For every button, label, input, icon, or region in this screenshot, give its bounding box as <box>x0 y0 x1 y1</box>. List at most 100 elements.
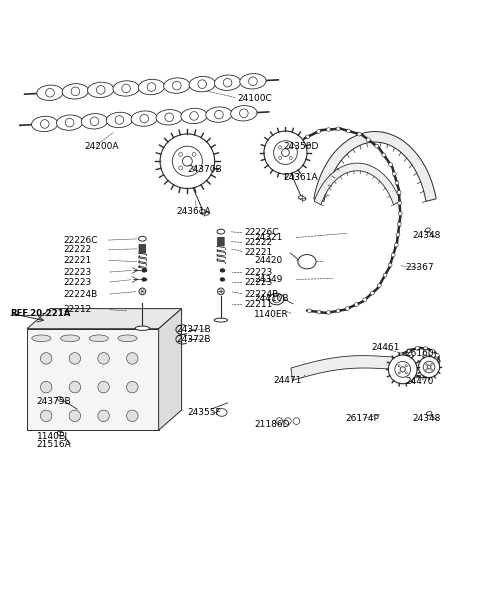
Circle shape <box>143 278 145 281</box>
Ellipse shape <box>115 116 124 124</box>
Ellipse shape <box>40 119 49 128</box>
Circle shape <box>394 243 398 247</box>
Ellipse shape <box>200 209 209 215</box>
Text: 24200A: 24200A <box>84 142 119 151</box>
Circle shape <box>375 144 379 148</box>
Ellipse shape <box>131 111 157 126</box>
Ellipse shape <box>214 318 228 322</box>
Circle shape <box>398 365 400 367</box>
Ellipse shape <box>81 113 108 129</box>
Circle shape <box>192 166 196 170</box>
Circle shape <box>435 353 439 357</box>
Circle shape <box>399 353 403 357</box>
Text: 26160: 26160 <box>405 349 434 358</box>
Circle shape <box>326 311 330 314</box>
Text: 22222: 22222 <box>245 238 273 247</box>
Circle shape <box>383 273 387 277</box>
Circle shape <box>276 418 283 424</box>
Ellipse shape <box>172 81 181 90</box>
Circle shape <box>416 346 420 350</box>
Circle shape <box>346 307 349 310</box>
Text: 22224B: 22224B <box>245 290 279 299</box>
Circle shape <box>278 157 282 160</box>
Circle shape <box>393 358 396 362</box>
Ellipse shape <box>215 110 223 119</box>
Text: 24371B: 24371B <box>177 325 212 334</box>
Circle shape <box>69 410 81 422</box>
Circle shape <box>179 166 182 170</box>
Circle shape <box>395 181 399 185</box>
Circle shape <box>397 222 401 226</box>
Circle shape <box>358 132 361 136</box>
Text: 24355F: 24355F <box>187 408 221 417</box>
Ellipse shape <box>139 236 146 241</box>
Text: 23367: 23367 <box>405 263 434 272</box>
Circle shape <box>98 382 109 393</box>
Text: 24461: 24461 <box>372 343 400 352</box>
Circle shape <box>405 365 408 367</box>
Text: 1140EJ: 1140EJ <box>36 432 68 441</box>
Ellipse shape <box>249 77 257 86</box>
Ellipse shape <box>190 112 198 120</box>
Circle shape <box>317 130 321 133</box>
Circle shape <box>347 129 350 133</box>
Text: 24348: 24348 <box>412 231 441 240</box>
Text: 24100C: 24100C <box>238 94 272 103</box>
Ellipse shape <box>113 81 139 96</box>
Circle shape <box>431 369 432 370</box>
Circle shape <box>363 298 367 302</box>
Ellipse shape <box>139 288 146 295</box>
Circle shape <box>305 135 309 139</box>
Ellipse shape <box>217 229 225 234</box>
Circle shape <box>160 134 215 188</box>
Circle shape <box>431 364 432 365</box>
Circle shape <box>98 410 109 422</box>
Circle shape <box>389 163 393 166</box>
Ellipse shape <box>32 335 51 341</box>
Polygon shape <box>158 308 181 430</box>
Text: 24420: 24420 <box>254 256 283 265</box>
Circle shape <box>282 149 289 157</box>
Text: 24361A: 24361A <box>283 173 318 182</box>
Circle shape <box>392 362 396 366</box>
Ellipse shape <box>135 326 150 331</box>
Circle shape <box>285 418 291 424</box>
Ellipse shape <box>37 85 63 100</box>
Text: 22226C: 22226C <box>245 229 279 238</box>
Circle shape <box>424 347 428 350</box>
Ellipse shape <box>156 110 182 125</box>
Circle shape <box>40 382 52 393</box>
Circle shape <box>382 153 386 157</box>
Circle shape <box>391 253 395 257</box>
Circle shape <box>366 138 370 142</box>
Polygon shape <box>27 308 181 329</box>
Circle shape <box>336 127 340 131</box>
Text: 22212: 22212 <box>63 305 91 314</box>
Text: 24361A: 24361A <box>177 207 212 216</box>
Circle shape <box>419 356 440 377</box>
Text: 24375B: 24375B <box>36 397 71 406</box>
Ellipse shape <box>198 80 206 88</box>
Ellipse shape <box>96 86 105 94</box>
Ellipse shape <box>189 76 216 92</box>
Ellipse shape <box>181 108 207 124</box>
Circle shape <box>317 310 321 314</box>
Text: 24410B: 24410B <box>254 293 289 302</box>
Polygon shape <box>291 356 394 380</box>
Circle shape <box>395 362 410 377</box>
Ellipse shape <box>118 335 137 341</box>
Ellipse shape <box>138 79 165 95</box>
Text: 22211: 22211 <box>245 300 273 309</box>
Polygon shape <box>27 329 158 430</box>
Ellipse shape <box>206 107 232 122</box>
Circle shape <box>172 146 203 176</box>
Ellipse shape <box>425 228 430 232</box>
Circle shape <box>427 365 431 369</box>
Circle shape <box>396 233 400 236</box>
Circle shape <box>289 146 292 149</box>
Text: 24372B: 24372B <box>177 335 211 344</box>
Circle shape <box>143 269 145 272</box>
Ellipse shape <box>62 83 88 99</box>
Polygon shape <box>314 131 436 202</box>
Ellipse shape <box>60 335 80 341</box>
